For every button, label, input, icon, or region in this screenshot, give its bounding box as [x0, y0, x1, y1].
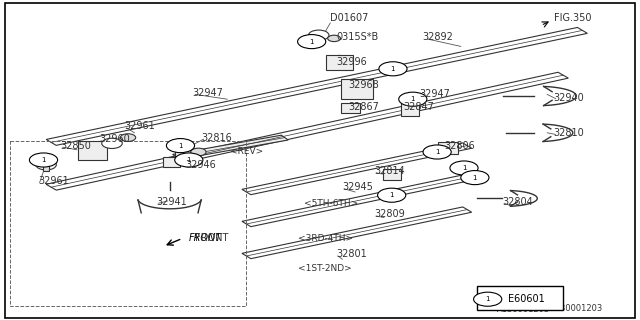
Text: A130001203: A130001203 [550, 304, 604, 313]
Text: 32804: 32804 [502, 196, 533, 207]
Text: 32960: 32960 [99, 134, 130, 144]
Circle shape [308, 30, 329, 40]
Text: 32809: 32809 [374, 209, 405, 220]
Text: FRONT: FRONT [189, 233, 222, 244]
Polygon shape [242, 143, 472, 195]
Text: <5TH-6TH>: <5TH-6TH> [304, 199, 358, 208]
Text: 1: 1 [435, 149, 440, 155]
Text: 1: 1 [461, 165, 467, 171]
Text: 32850: 32850 [61, 140, 92, 151]
Text: E60601: E60601 [508, 294, 545, 304]
Polygon shape [46, 72, 568, 190]
Circle shape [175, 153, 203, 167]
Circle shape [120, 134, 136, 141]
Text: FIG.350: FIG.350 [554, 12, 591, 23]
Bar [383, 169, 401, 180]
Text: 32947: 32947 [419, 89, 450, 100]
Circle shape [399, 92, 427, 106]
Bar [10, 141, 246, 306]
Text: 32867: 32867 [349, 102, 380, 112]
Circle shape [450, 161, 478, 175]
Text: 32814: 32814 [374, 166, 405, 176]
Text: 32961: 32961 [38, 176, 69, 186]
Bar [175, 150, 196, 162]
Text: 32961: 32961 [125, 121, 156, 132]
Circle shape [102, 138, 122, 148]
Text: 1: 1 [410, 96, 415, 102]
Polygon shape [173, 135, 288, 159]
Text: 0315S*B: 0315S*B [336, 32, 378, 42]
Circle shape [474, 292, 502, 306]
Text: 1: 1 [390, 66, 396, 72]
Bar [326, 55, 353, 70]
Bar [341, 103, 360, 113]
Text: 32996: 32996 [336, 57, 367, 68]
Text: FRONT: FRONT [195, 233, 228, 244]
Text: 32940: 32940 [554, 92, 584, 103]
Circle shape [378, 188, 406, 202]
Bar [163, 157, 180, 167]
Circle shape [379, 62, 407, 76]
Polygon shape [46, 28, 588, 145]
Text: 32941: 32941 [157, 196, 188, 207]
Text: 1: 1 [309, 39, 314, 44]
Text: 32946: 32946 [186, 160, 216, 170]
Bar [43, 158, 49, 171]
Bar [401, 101, 419, 116]
Text: 32847: 32847 [403, 102, 434, 112]
Polygon shape [242, 175, 472, 227]
Circle shape [191, 148, 206, 156]
Text: 32801: 32801 [336, 249, 367, 260]
Text: <3RD-4TH>: <3RD-4TH> [298, 234, 353, 243]
Text: 32968: 32968 [349, 80, 380, 90]
Text: 32945: 32945 [342, 182, 373, 192]
Text: 1: 1 [41, 157, 46, 163]
Circle shape [423, 145, 451, 159]
Text: A130001203: A130001203 [497, 305, 550, 314]
Text: 1: 1 [485, 296, 490, 302]
Text: 32892: 32892 [422, 32, 453, 42]
Circle shape [166, 139, 195, 153]
Text: 32816: 32816 [202, 132, 232, 143]
Polygon shape [242, 207, 472, 259]
Bar [438, 142, 458, 154]
Circle shape [36, 160, 56, 170]
Text: 1: 1 [389, 192, 394, 198]
Text: 32810: 32810 [554, 128, 584, 138]
Circle shape [461, 171, 489, 185]
Text: <REV>: <REV> [230, 148, 264, 156]
Text: 32806: 32806 [445, 140, 476, 151]
Text: 1: 1 [472, 175, 477, 180]
Text: 1: 1 [178, 143, 183, 148]
Text: 32947: 32947 [192, 88, 223, 98]
Text: <1ST-2ND>: <1ST-2ND> [298, 264, 351, 273]
Circle shape [29, 153, 58, 167]
Bar [79, 141, 107, 160]
Circle shape [298, 35, 326, 49]
Text: 1: 1 [186, 157, 191, 163]
FancyBboxPatch shape [477, 286, 563, 310]
Circle shape [328, 35, 340, 42]
Bar [341, 79, 373, 99]
Text: D01607: D01607 [330, 12, 368, 23]
